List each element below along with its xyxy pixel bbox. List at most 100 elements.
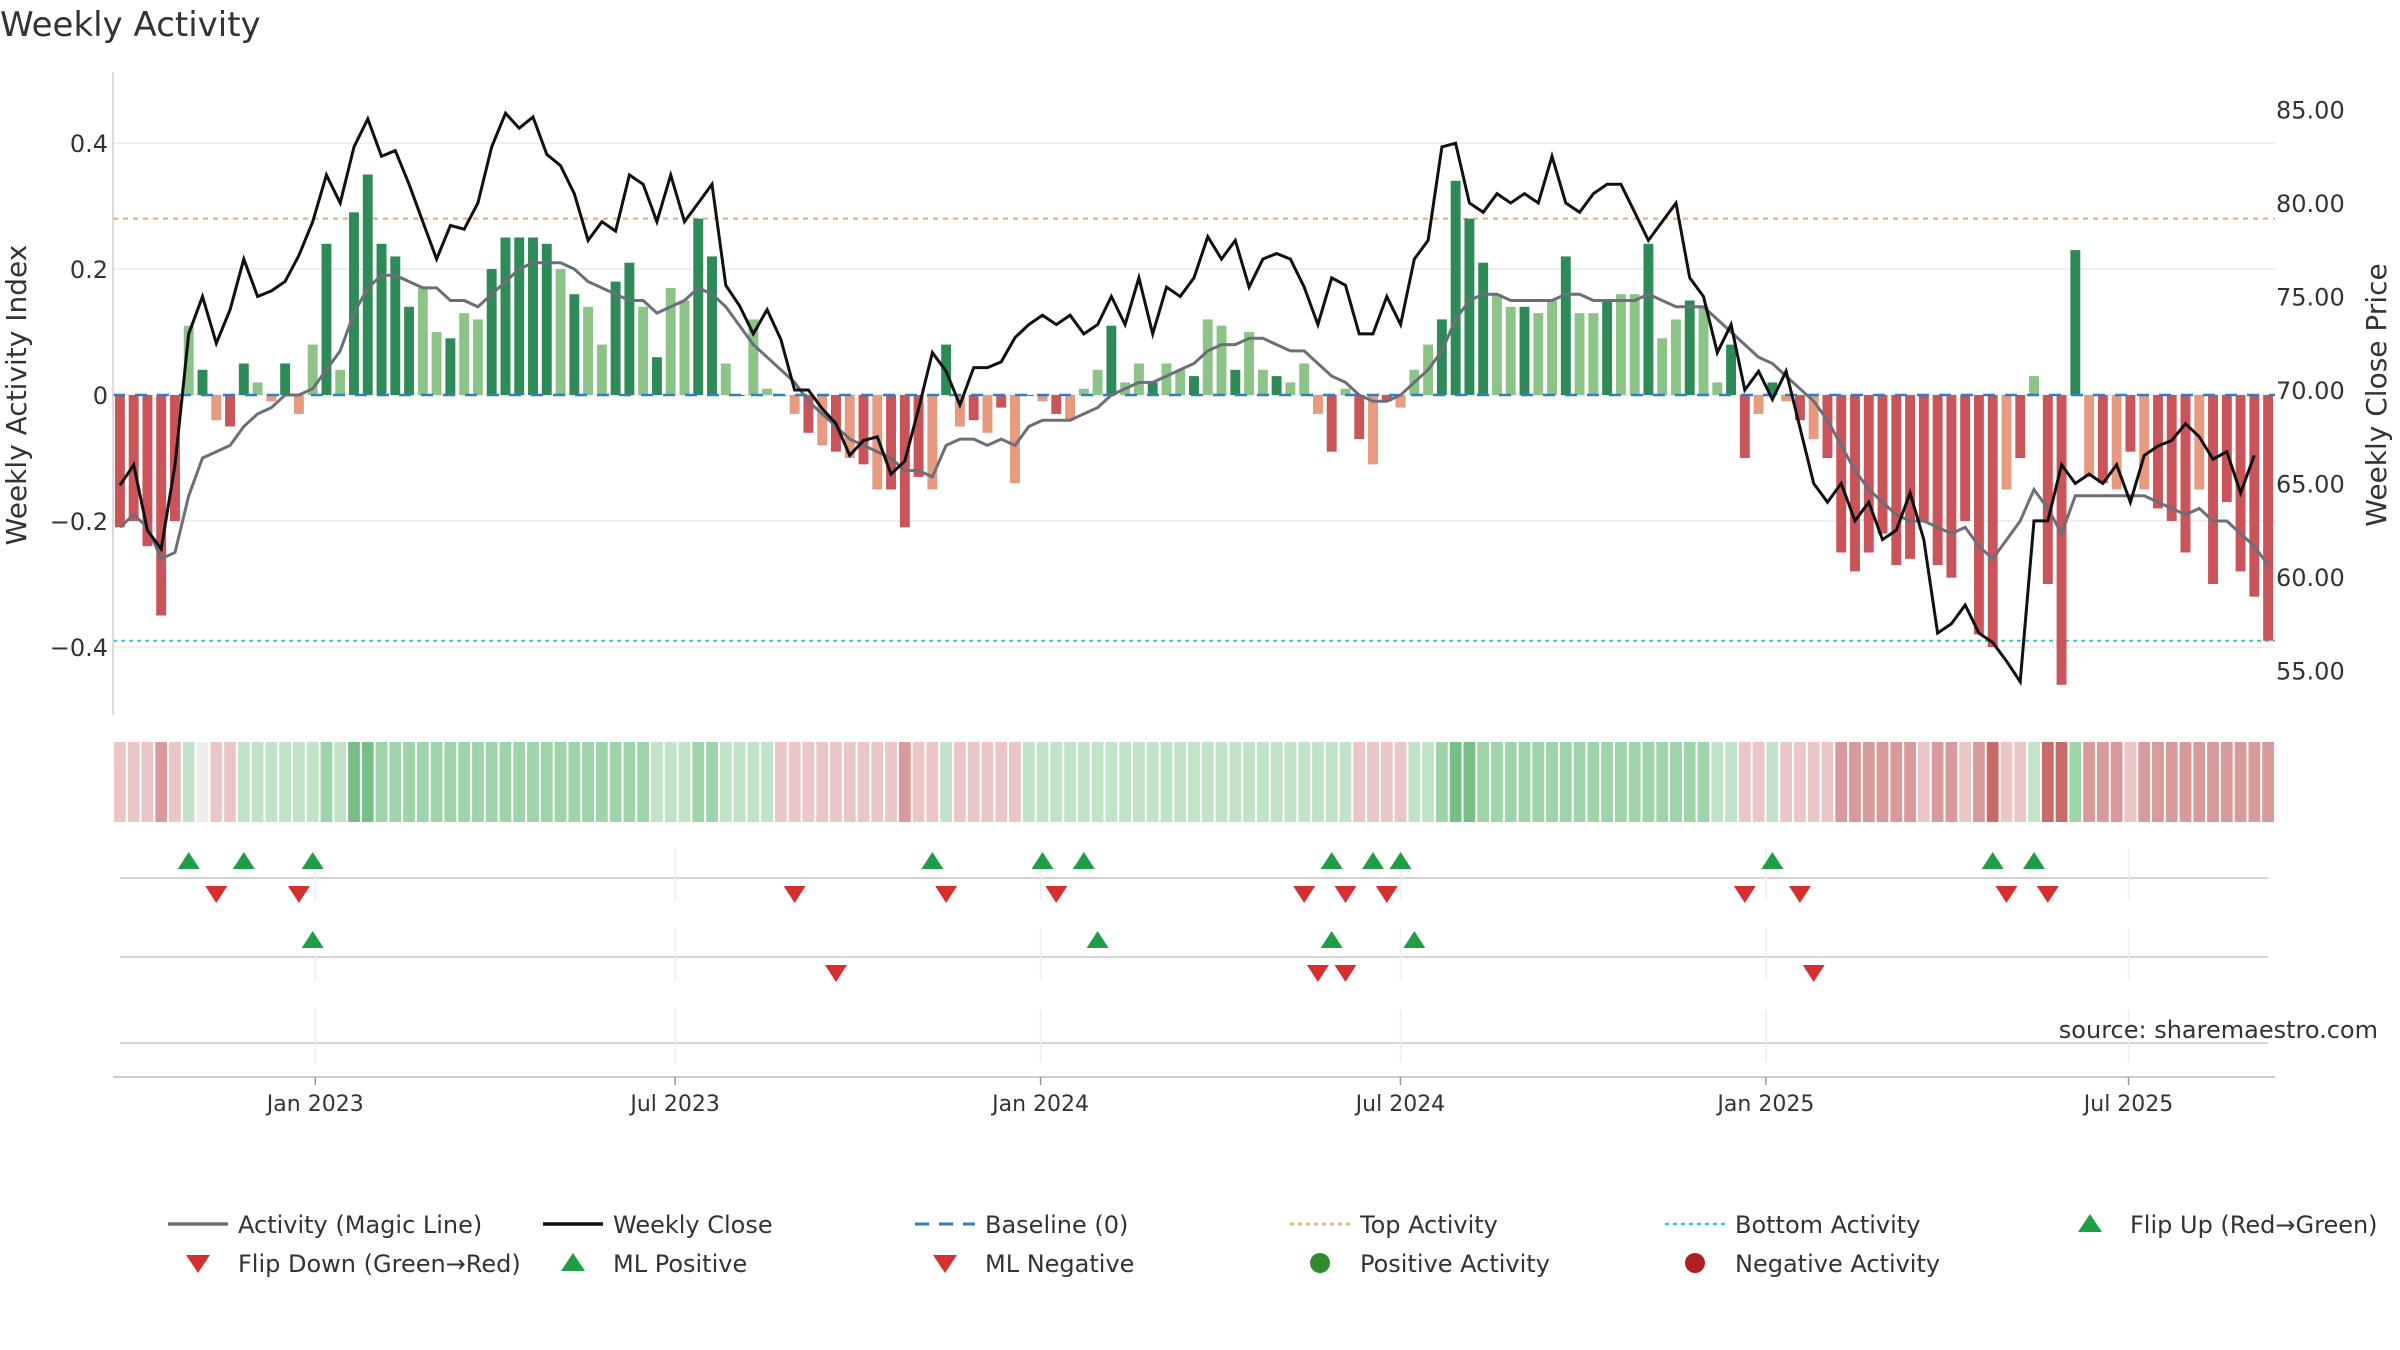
strip-cell	[719, 742, 732, 822]
activity-bar	[596, 344, 607, 395]
strip-cell	[2220, 742, 2233, 822]
activity-bar	[2194, 395, 2205, 490]
activity-bar	[720, 363, 731, 395]
strip-cell	[348, 742, 360, 822]
legend-label: Top Activity	[1359, 1211, 1498, 1239]
activity-bar	[1464, 218, 1475, 395]
strip-cell	[1009, 742, 1021, 822]
activity-bar	[1698, 306, 1709, 395]
strip-cell	[499, 742, 512, 822]
legend-label: ML Positive	[613, 1250, 747, 1278]
activity-bar	[500, 237, 511, 395]
strip-cell	[582, 742, 594, 822]
y-axis-label: Weekly Activity Index	[0, 245, 33, 546]
activity-bar	[2249, 395, 2260, 597]
activity-bar	[1726, 344, 1737, 395]
marker-panels	[120, 848, 2268, 1062]
weekly-close-line	[118, 110, 2256, 687]
activity-bar	[1023, 395, 1034, 396]
ml-positive-marker	[1086, 931, 1109, 948]
strip-cell	[774, 742, 787, 822]
strip-cell	[2124, 742, 2137, 822]
legend-item: ML Negative	[933, 1250, 1134, 1278]
strip-cell	[761, 742, 773, 822]
strip-cell	[1766, 742, 1779, 822]
activity-bar	[1891, 395, 1902, 566]
flip-up-marker	[301, 852, 324, 869]
flip-down-marker	[1788, 886, 1811, 903]
activity-bar	[1092, 369, 1103, 395]
activity-bar	[1987, 395, 1998, 647]
strip-cell	[1752, 742, 1765, 822]
activity-bar	[335, 369, 346, 395]
activity-bar	[679, 300, 690, 395]
strip-cell	[747, 742, 760, 822]
strip-cell	[857, 742, 870, 822]
strip-cell	[1174, 742, 1187, 822]
activity-bar	[651, 357, 662, 395]
activity-bar	[1271, 376, 1282, 395]
activity-bar	[183, 325, 194, 395]
strip-cell	[1945, 742, 1958, 822]
activity-bar	[1767, 382, 1778, 395]
activity-bar	[2111, 395, 2122, 490]
strip-cell	[1463, 742, 1476, 822]
legend-swatch	[933, 1255, 957, 1273]
legend-item: Top Activity	[1290, 1211, 1498, 1239]
strip-cell	[1807, 742, 1820, 822]
x-tick-label: Jan 2023	[265, 1092, 364, 1117]
strip-cell	[1256, 742, 1269, 822]
strip-cell	[1325, 742, 1338, 822]
activity-bar	[1877, 395, 1888, 534]
ml-negative-marker	[1802, 965, 1825, 982]
strip-cell	[265, 742, 278, 822]
y2-tick-label: 80.00	[2276, 190, 2345, 218]
legend-item: Activity (Magic Line)	[168, 1211, 482, 1239]
strip-cell	[2110, 742, 2123, 822]
strip-cell	[1091, 742, 1104, 822]
activity-bar	[762, 388, 773, 395]
activity-bar	[1863, 395, 1874, 553]
y-tick-label: 0.4	[70, 130, 108, 158]
activity-bar	[2029, 376, 2039, 395]
legend-label: ML Negative	[985, 1250, 1134, 1278]
activity-bar	[1560, 256, 1571, 395]
chart-title: Weekly Activity	[0, 5, 261, 45]
strip-cell	[1876, 742, 1889, 822]
ml-positive-marker	[1403, 931, 1426, 948]
strip-cell	[940, 742, 953, 822]
strip-cell	[1298, 742, 1311, 822]
activity-bar	[858, 395, 869, 465]
legend-item: Baseline (0)	[915, 1211, 1128, 1239]
activity-bar	[1202, 319, 1213, 395]
strip-cell	[1615, 742, 1627, 822]
strip-cell	[623, 742, 636, 822]
activity-bar	[2166, 395, 2177, 521]
y2-tick-label: 55.00	[2276, 658, 2345, 686]
strip-cell	[871, 742, 884, 822]
activity-bar	[913, 395, 924, 477]
strip-cell	[1973, 742, 1985, 822]
strip-cell	[1229, 742, 1242, 822]
strip-cell	[595, 742, 608, 822]
strip-cell	[306, 742, 319, 822]
strip-cell	[1931, 742, 1944, 822]
strip-cell	[1656, 742, 1669, 822]
activity-bar	[225, 395, 236, 427]
strip-cell	[2000, 742, 2013, 822]
activity-bar	[1547, 300, 1557, 395]
activity-bar	[1519, 306, 1530, 395]
strip-cell	[2028, 742, 2040, 822]
legend-label: Weekly Close	[613, 1211, 773, 1239]
y2-tick-label: 60.00	[2276, 564, 2345, 592]
activity-bar	[1533, 313, 1544, 395]
strip-cell	[2234, 742, 2247, 822]
flip-up-marker	[1320, 852, 1343, 869]
activity-bar	[2070, 250, 2081, 395]
activity-bar	[789, 395, 800, 414]
strip-cell	[1780, 742, 1793, 822]
activity-bar	[2125, 395, 2136, 452]
activity-bar	[1285, 382, 1296, 395]
flip-up-marker	[1981, 852, 2004, 869]
activity-bar	[624, 262, 635, 395]
